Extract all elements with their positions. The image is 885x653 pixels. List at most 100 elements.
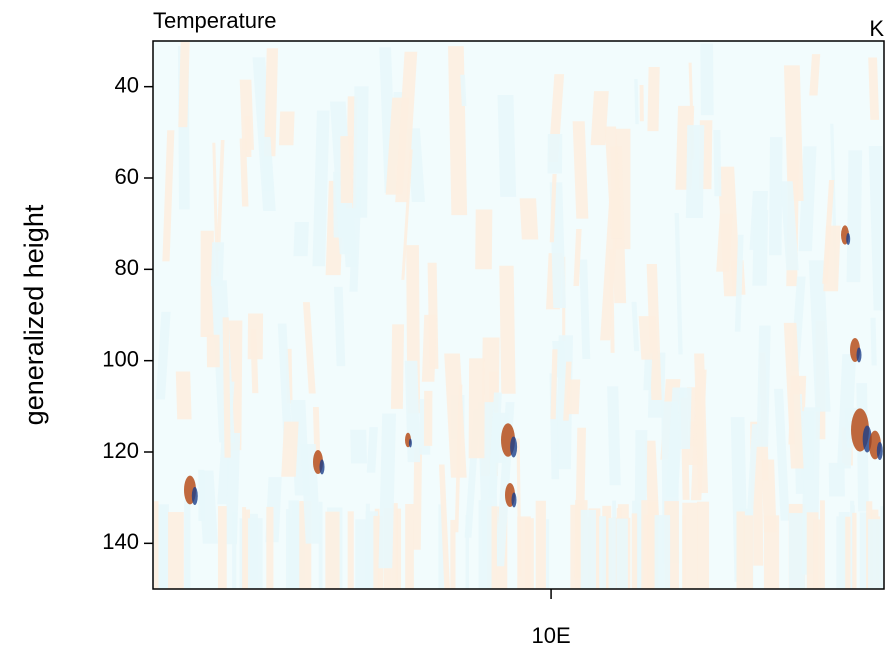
field-streak (412, 447, 423, 550)
y-tick-label: 120 (102, 438, 139, 463)
field-streak (519, 198, 539, 240)
field-streak (682, 515, 686, 589)
field-streak (444, 353, 467, 478)
field-streak (643, 353, 653, 391)
y-tick-label: 100 (102, 346, 139, 371)
field-streak (266, 506, 274, 589)
y-axis-label: generalized height (19, 204, 49, 425)
field-streak (546, 519, 550, 589)
field-blob (511, 492, 517, 508)
field-streak (391, 503, 398, 589)
field-streak (678, 387, 692, 450)
field-streak (281, 421, 299, 477)
field-streak (845, 516, 851, 589)
field-streak (674, 213, 683, 355)
plot-frame (152, 40, 885, 590)
y-tick-label: 60 (115, 164, 139, 189)
field-streak (756, 325, 771, 447)
field-streak (752, 209, 769, 286)
field-streak (244, 509, 250, 589)
field-streak (607, 386, 621, 486)
field-streak (801, 411, 814, 480)
field-streak (774, 388, 790, 521)
field-streak (535, 500, 546, 589)
field-streak (423, 390, 433, 446)
field-streak (200, 230, 214, 337)
field-streak (178, 41, 190, 128)
field-streak (788, 513, 805, 589)
field-streak (210, 242, 225, 287)
field-blob (408, 438, 412, 448)
field-streak (247, 313, 264, 360)
field-streak (573, 229, 582, 286)
field-streak (563, 361, 572, 421)
field-streak (654, 515, 671, 589)
field-blob (876, 442, 883, 460)
field-streak (761, 459, 777, 533)
field-streak (340, 136, 353, 204)
field-streak (302, 302, 316, 394)
field-streak (868, 57, 880, 120)
field-streak (486, 506, 497, 589)
field-streak (694, 353, 709, 493)
field-streak (421, 314, 437, 382)
field-streak (599, 516, 607, 589)
field-streak (813, 519, 821, 589)
field-streak (636, 503, 641, 589)
field-streak (783, 322, 804, 469)
field-streak (798, 146, 817, 252)
field-streak (734, 234, 744, 332)
field-streak (868, 146, 884, 311)
field-streak (566, 379, 581, 415)
field-streak (153, 501, 159, 589)
y-tick-label: 40 (115, 72, 139, 97)
field-streak (288, 500, 299, 589)
field-streak (499, 265, 516, 394)
field-streak (378, 413, 397, 569)
field-streak (780, 181, 799, 271)
field-streak (293, 221, 309, 257)
field-streak (590, 91, 609, 146)
field-streak (216, 139, 225, 252)
field-streak (232, 512, 237, 589)
field-streak (820, 500, 825, 589)
field-streak (365, 503, 370, 589)
field-streak (198, 470, 218, 544)
field-streak (222, 317, 231, 458)
field (153, 41, 884, 589)
field-streak (373, 515, 384, 589)
field-streak (175, 371, 192, 420)
field-streak (478, 500, 492, 589)
field-streak (355, 519, 368, 589)
field-streak (460, 74, 467, 107)
field-blob (319, 459, 325, 475)
field-streak (395, 51, 418, 203)
field-streak (736, 511, 745, 589)
field-streak (168, 512, 184, 589)
field-streak (465, 515, 470, 589)
field-streak (580, 509, 597, 589)
field-streak (264, 48, 279, 157)
field-streak (184, 500, 191, 589)
field-streak (239, 138, 249, 207)
field-streak (783, 65, 804, 201)
field-streak (468, 358, 485, 459)
field-streak (716, 213, 733, 272)
field-streak (260, 137, 274, 191)
field-streak (634, 79, 639, 125)
field-blob (510, 436, 518, 458)
field-streak (438, 504, 445, 589)
field-streak (806, 512, 819, 589)
field-streak (604, 126, 623, 239)
field-streak (299, 501, 312, 589)
field-streak (616, 518, 628, 589)
field-streak (631, 513, 638, 589)
field-streak (438, 464, 452, 589)
y-tick-label: 80 (115, 255, 139, 280)
chart-title: Temperature (153, 8, 277, 33)
field-streak (334, 286, 346, 367)
field-streak (341, 209, 358, 268)
field-streak (366, 427, 378, 473)
field-streak (700, 43, 714, 116)
